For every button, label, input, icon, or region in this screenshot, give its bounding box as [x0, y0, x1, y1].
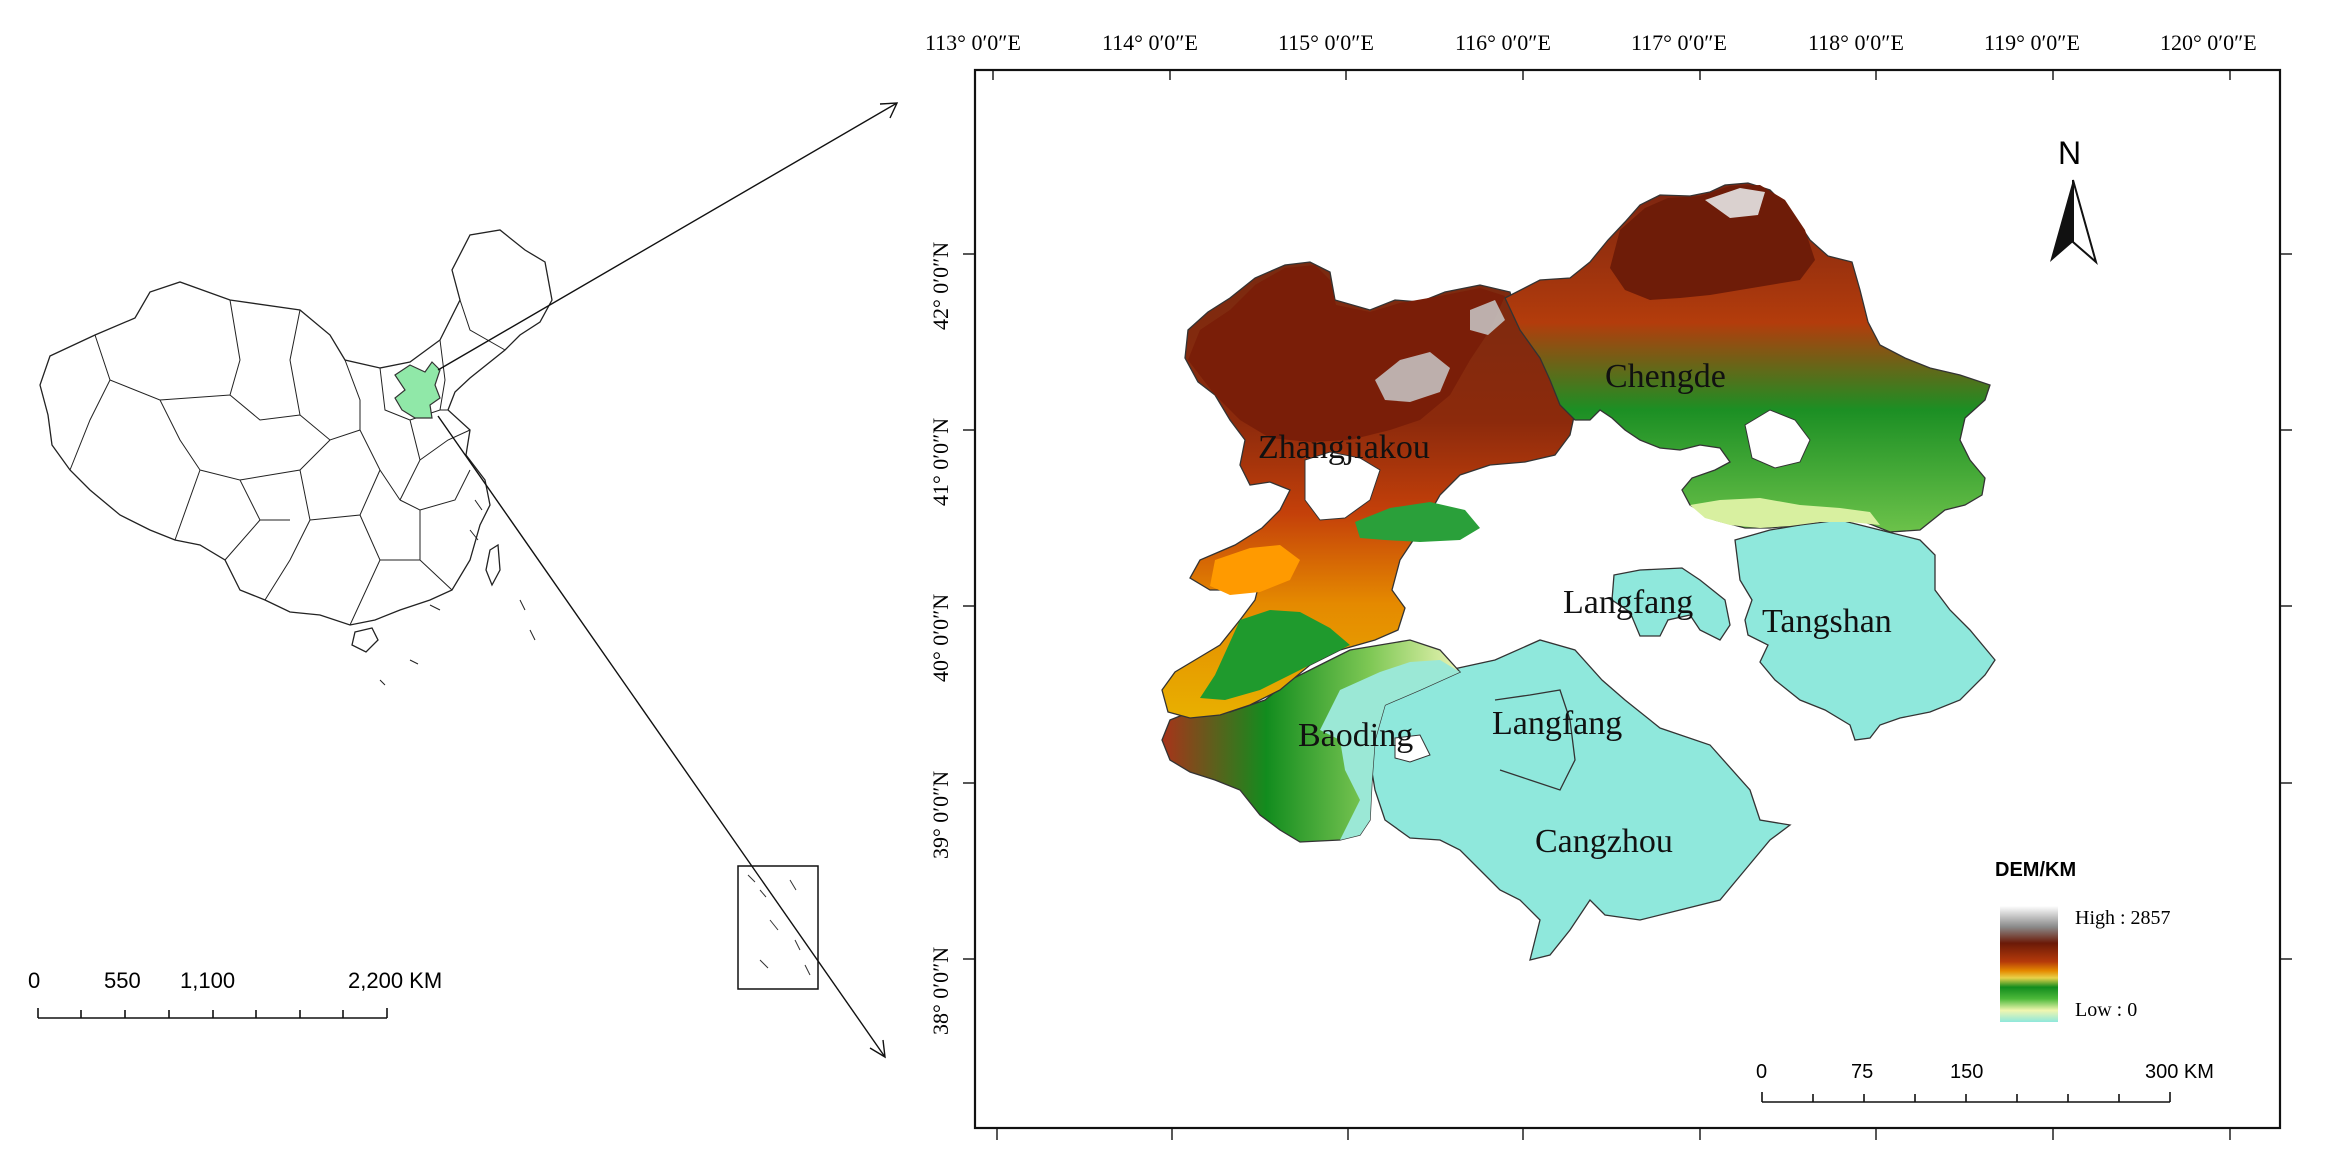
zhangjiakou-green-valley — [1355, 502, 1480, 542]
zhangjiakou-dark-upland — [1188, 265, 1505, 442]
city-label-chengde: Chengde — [1605, 358, 1726, 395]
lat-label-40: 40° 0′0″N — [928, 594, 953, 682]
lat-label-41: 41° 0′0″N — [928, 418, 953, 506]
lon-labels: 113° 0′0″E 114° 0′0″E 115° 0′0″E 116° 0′… — [925, 30, 2257, 55]
legend-color-ramp — [2000, 906, 2058, 1022]
chengde-white-basin — [1744, 409, 1811, 469]
chengde-snow-peaks — [1705, 188, 1765, 218]
overview-map — [39, 229, 553, 686]
overview-scale-tick-2200: 2,200 KM — [348, 968, 442, 993]
city-label-zhangjiakou: Zhangjiakou — [1258, 429, 1430, 466]
hebei-highlight — [394, 361, 441, 419]
legend-title: DEM/KM — [1995, 859, 2076, 881]
region-langfang-south — [1494, 689, 1576, 791]
legend-low-label: Low : 0 — [2075, 999, 2137, 1021]
lat-label-42: 42° 0′0″N — [928, 242, 953, 330]
lon-label-115: 115° 0′0″E — [1278, 30, 1374, 55]
main-scale-tick-0: 0 — [1756, 1061, 1767, 1083]
lon-label-117: 117° 0′0″E — [1631, 30, 1727, 55]
city-label-baoding: Baoding — [1298, 717, 1413, 754]
province-boundaries — [69, 299, 506, 626]
city-labels: Zhangjiakou Chengde Langfang Tangshan Ba… — [1258, 358, 1892, 860]
lon-label-114: 114° 0′0″E — [1102, 30, 1198, 55]
overview-scale-tick-550: 550 — [104, 968, 141, 993]
overview-scale-tick-1100: 1,100 — [180, 968, 235, 993]
zhangjiakou-orange-plain — [1210, 545, 1300, 595]
taiwan-island — [485, 543, 501, 587]
region-tangshan — [1734, 519, 1996, 741]
coastal-islands — [379, 499, 536, 686]
overview-scale-labels: 0 550 1,100 2,200 KM — [28, 968, 442, 993]
china-outline — [39, 229, 553, 626]
lon-label-118: 118° 0′0″E — [1808, 30, 1904, 55]
lon-label-116: 116° 0′0″E — [1455, 30, 1551, 55]
main-scale-bar — [1761, 1092, 2171, 1103]
zhangjiakou-white-basin — [1304, 451, 1381, 521]
chengde-lowland-fringe — [1690, 498, 1880, 528]
lon-label-113: 113° 0′0″E — [925, 30, 1021, 55]
main-scale-tick-75: 75 — [1851, 1061, 1873, 1083]
main-scale-tick-150: 150 — [1950, 1061, 1983, 1083]
legend-high-label: High : 2857 — [2075, 907, 2171, 929]
north-arrow — [2050, 179, 2098, 265]
hainan-island — [351, 627, 379, 653]
overview-scale-bar — [37, 1008, 388, 1019]
connector-arrows — [437, 102, 899, 1059]
lon-label-119: 119° 0′0″E — [1984, 30, 2080, 55]
lat-labels: 42° 0′0″N 41° 0′0″N 40° 0′0″N 39° 0′0″N … — [928, 242, 953, 1035]
lon-ticks-bottom — [996, 1128, 2231, 1140]
baoding-white-gap — [1394, 734, 1431, 763]
chengde-dark-peaks — [1610, 185, 1815, 300]
city-label-langfang-south: Langfang — [1492, 705, 1622, 742]
main-scale-tick-300: 300 KM — [2145, 1061, 2214, 1083]
lon-label-120: 120° 0′0″E — [2160, 30, 2257, 55]
zhangjiakou-peaks — [1375, 300, 1505, 402]
lat-label-38: 38° 0′0″N — [928, 947, 953, 1035]
inset-islands — [747, 874, 811, 976]
city-label-tangshan: Tangshan — [1762, 603, 1892, 640]
region-baoding-lowland — [1320, 660, 1460, 840]
city-label-cangzhou: Cangzhou — [1535, 823, 1673, 860]
north-label: N — [2058, 135, 2081, 171]
south-china-sea-inset — [737, 865, 819, 990]
lat-label-39: 39° 0′0″N — [928, 771, 953, 859]
lowland-regions — [1369, 519, 1996, 961]
zhangjiakou-green-band — [1200, 610, 1350, 700]
lat-ticks — [963, 253, 2292, 960]
region-langfang-north — [1611, 567, 1731, 641]
region-cangzhou — [1369, 639, 1792, 961]
lon-ticks-top — [992, 70, 2231, 80]
city-label-langfang-north: Langfang — [1563, 584, 1693, 621]
overview-scale-tick-0: 0 — [28, 968, 40, 993]
main-scale-labels: 0 75 150 300 KM — [1756, 1061, 2214, 1083]
